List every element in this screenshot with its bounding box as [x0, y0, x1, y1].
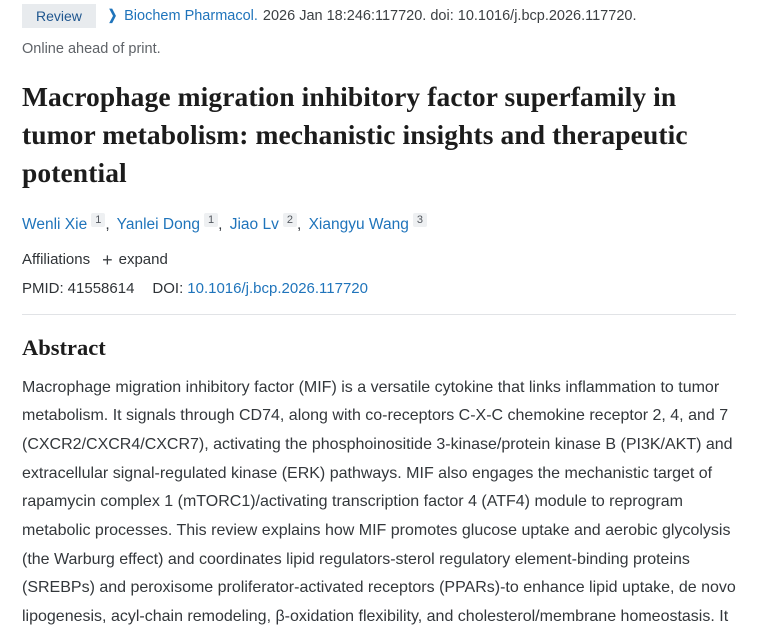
affiliations-row: Affiliations + expand: [22, 251, 736, 269]
citation-header: Review ❯ Biochem Pharmacol. 2026 Jan 18:…: [22, 4, 736, 28]
doi-link[interactable]: 10.1016/j.bcp.2026.117720: [187, 279, 368, 297]
affiliation-superscript[interactable]: 3: [412, 212, 427, 227]
affiliations-label: Affiliations: [22, 251, 91, 269]
section-divider: [22, 313, 736, 315]
affiliation-superscript[interactable]: 1: [203, 212, 219, 227]
article-title: Macrophage migration inhibitory factor s…: [22, 81, 688, 188]
author-link[interactable]: Wenli Xie: [22, 215, 88, 233]
abstract-heading: Abstract: [22, 334, 106, 360]
expand-label: expand: [118, 251, 168, 269]
authors-list: Wenli Xie 1, Yanlei Dong 1, Jiao Lv 2, Xian…: [22, 212, 736, 234]
plus-icon: +: [102, 249, 113, 270]
affiliation-superscript[interactable]: 1: [91, 212, 106, 227]
identifiers-row: PMID: 41558614 DOI: 10.1016/j.bcp.2026.1…: [22, 280, 736, 297]
abstract-text: Macrophage migration inhibitory factor (…: [22, 378, 736, 625]
expand-affiliations-button[interactable]: + expand: [102, 251, 168, 269]
author-item: Wenli Xie 1,: [22, 212, 113, 233]
citation-text: 2026 Jan 18:246:117720. doi: 10.1016/j.b…: [262, 8, 637, 24]
chevron-right-icon: ❯: [107, 7, 118, 23]
author-separator: ,: [218, 215, 223, 233]
pmid-label: PMID:: [22, 279, 64, 297]
author-item: Yanlei Dong 1,: [116, 212, 226, 233]
author-item: Xiangyu Wang 3: [308, 212, 427, 233]
author-link[interactable]: Xiangyu Wang: [308, 215, 409, 233]
journal-dropdown-trigger[interactable]: ❯ Biochem Pharmacol.: [108, 5, 258, 27]
online-ahead-of-print-text: Online ahead of print.: [22, 41, 161, 57]
author-item: Jiao Lv 2,: [229, 212, 305, 233]
author-separator: ,: [296, 215, 302, 233]
pmid-value: 41558614: [67, 279, 135, 297]
doi-label: DOI:: [152, 279, 184, 297]
author-link[interactable]: Jiao Lv: [229, 215, 279, 233]
publication-type-badge: Review: [22, 4, 96, 28]
affiliation-superscript[interactable]: 2: [282, 212, 297, 227]
author-link[interactable]: Yanlei Dong: [116, 215, 200, 233]
author-separator: ,: [105, 215, 110, 233]
journal-name-link[interactable]: Biochem Pharmacol.: [124, 8, 258, 24]
